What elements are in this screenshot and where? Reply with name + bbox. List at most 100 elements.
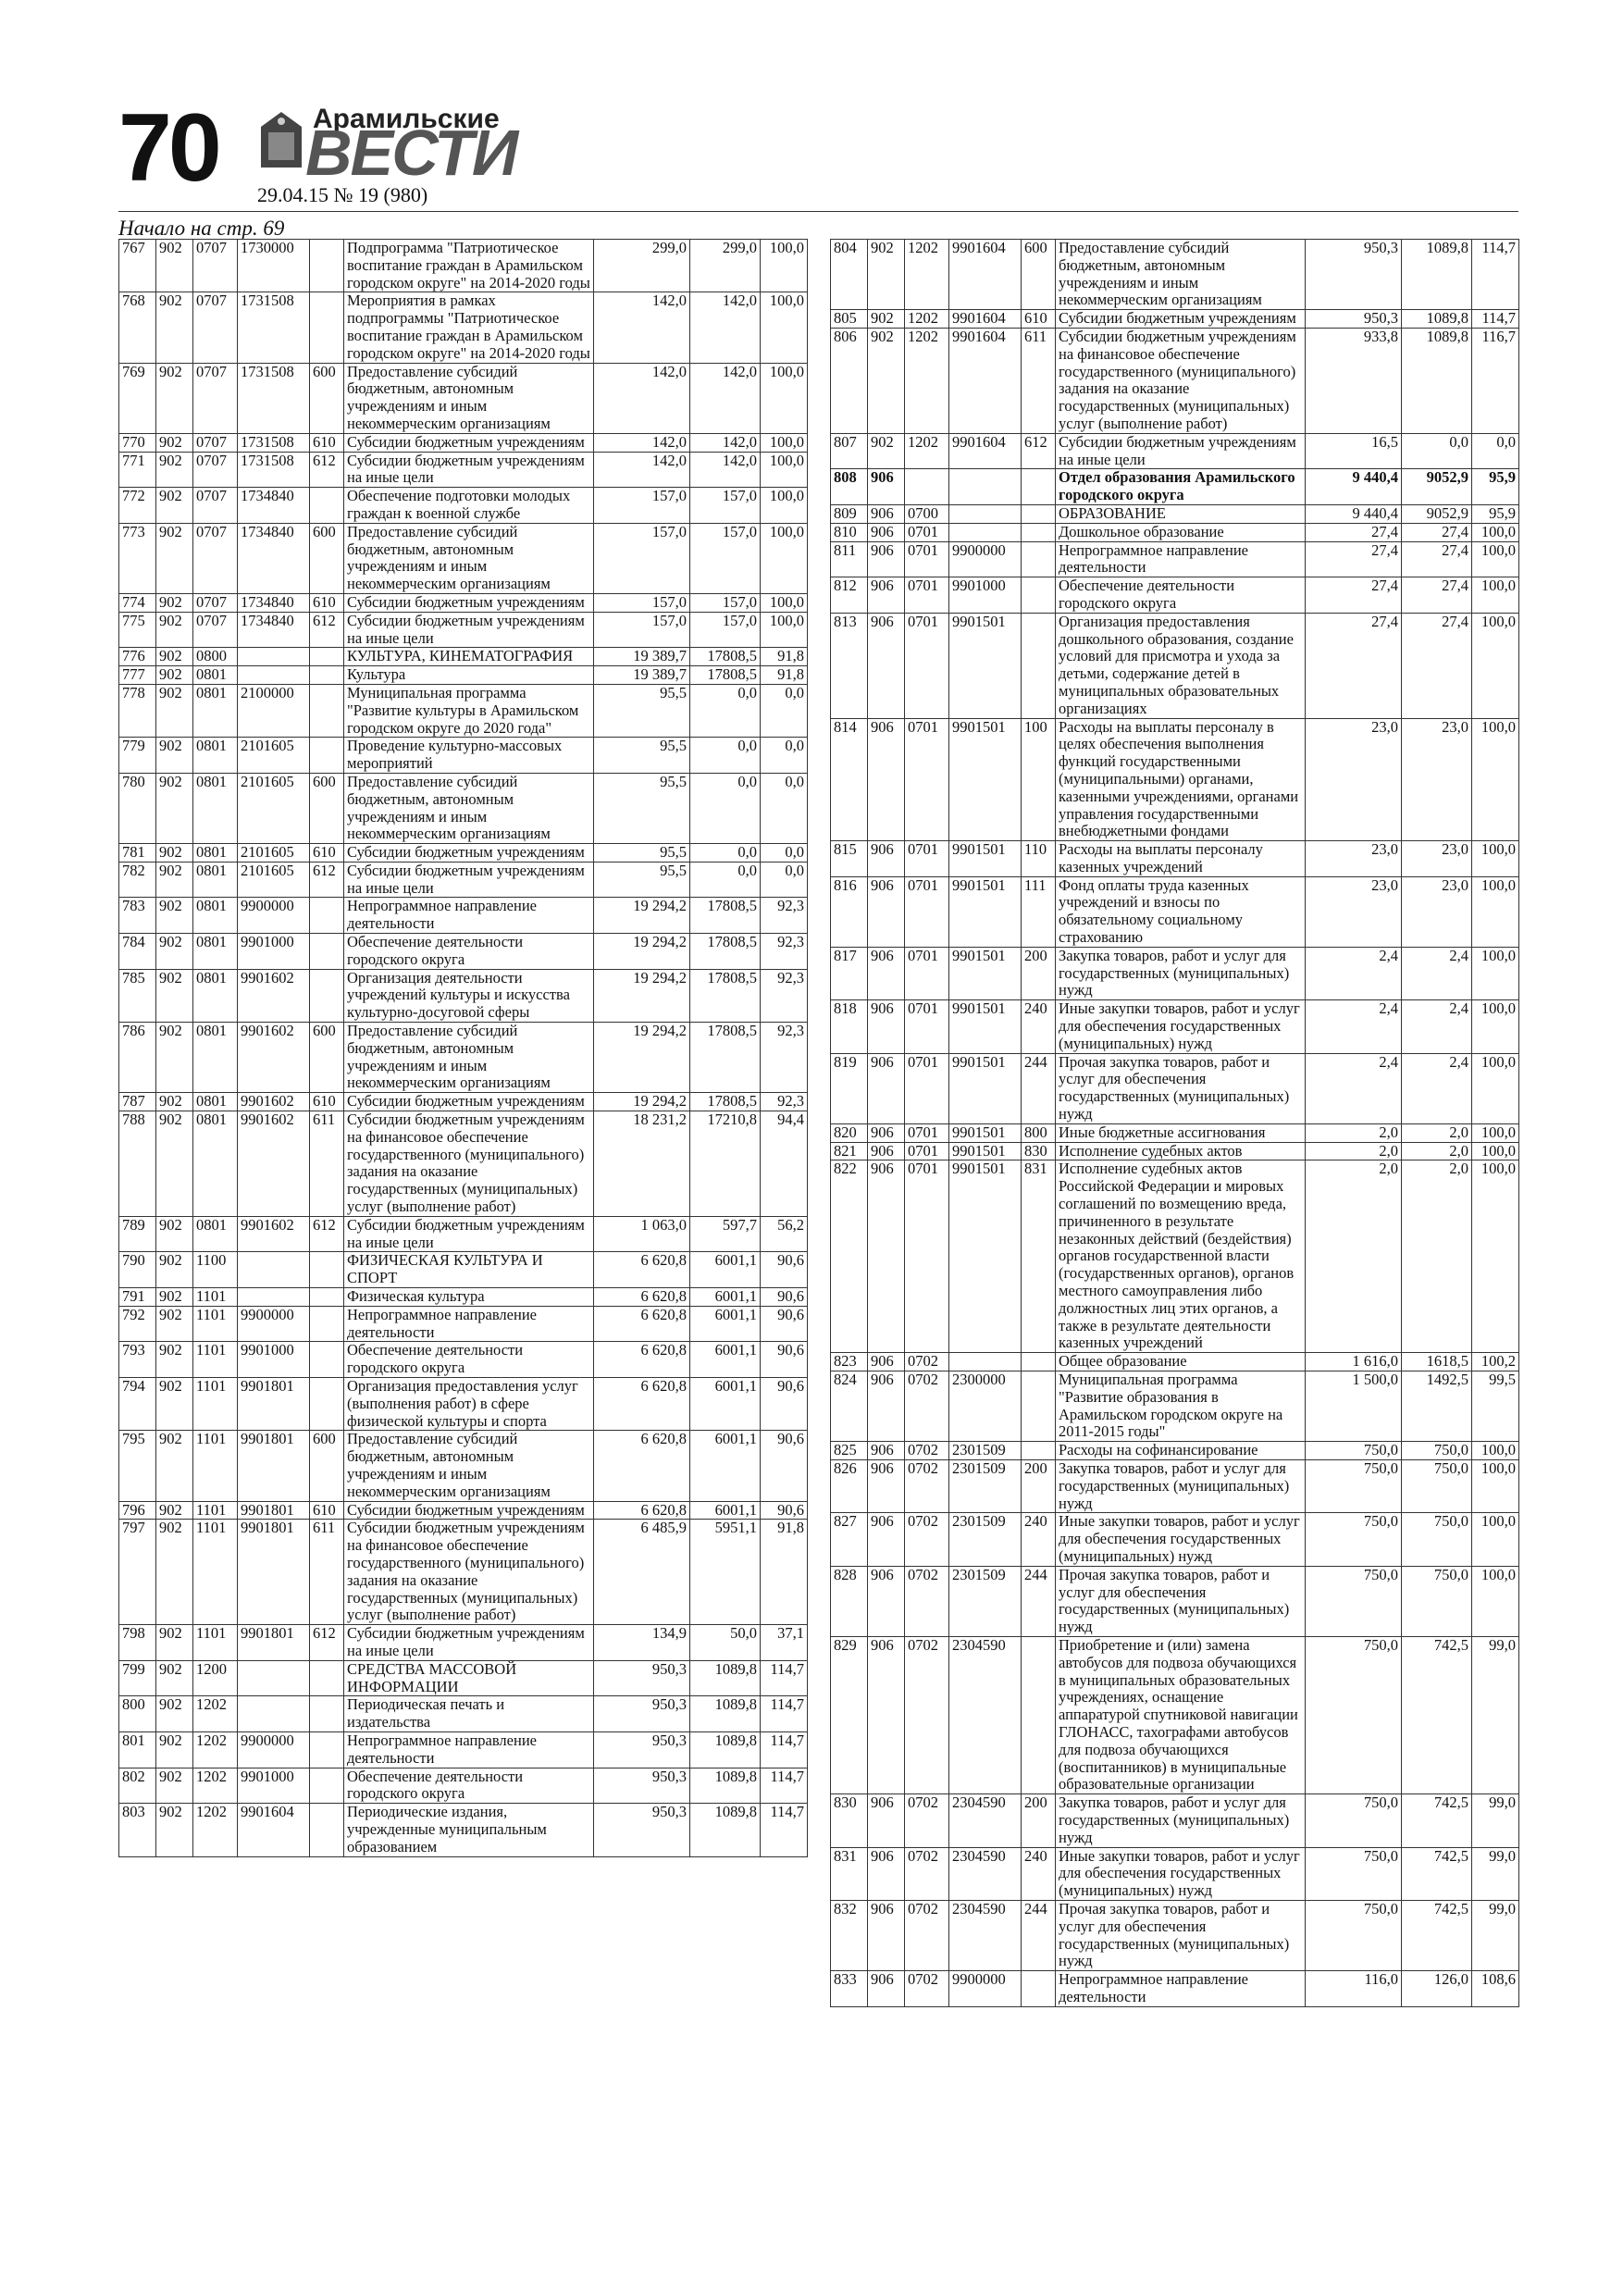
percent: 100,0 xyxy=(760,487,808,524)
target-code: 9901000 xyxy=(237,933,310,970)
percent: 108,6 xyxy=(1471,1970,1519,2007)
actual-amount: 742,5 xyxy=(1401,1846,1472,1901)
planned-amount: 19 294,2 xyxy=(593,968,690,1024)
org-code: 902 xyxy=(155,1305,193,1343)
section-code: 1101 xyxy=(192,1287,238,1307)
target-code: 9901501 xyxy=(948,1123,1022,1143)
target-code: 9900000 xyxy=(237,1305,310,1343)
actual-amount: 17808,5 xyxy=(689,647,761,667)
planned-amount: 134,9 xyxy=(593,1624,690,1661)
section-code: 1202 xyxy=(904,238,949,311)
section-code: 0701 xyxy=(904,840,949,877)
planned-amount: 750,0 xyxy=(1305,1565,1402,1637)
section-code: 1100 xyxy=(192,1251,238,1289)
percent: 100,0 xyxy=(1471,999,1519,1054)
row-number: 787 xyxy=(118,1092,156,1112)
continued-note: Начало на стр. 69 xyxy=(118,217,285,240)
type-code: 600 xyxy=(1021,238,1056,311)
row-number: 798 xyxy=(118,1624,156,1661)
target-code: 2301509 xyxy=(948,1512,1022,1567)
planned-amount: 6 620,8 xyxy=(593,1430,690,1502)
percent: 100,0 xyxy=(1471,1052,1519,1124)
actual-amount: 17808,5 xyxy=(689,665,761,685)
org-code: 906 xyxy=(867,999,905,1054)
target-code: 1734840 xyxy=(237,592,310,613)
target-code: 2101605 xyxy=(237,843,310,863)
planned-amount: 19 294,2 xyxy=(593,897,690,935)
target-code: 9901604 xyxy=(948,309,1022,329)
row-number: 767 xyxy=(118,238,156,293)
section-code: 1101 xyxy=(192,1519,238,1626)
actual-amount: 2,4 xyxy=(1401,946,1472,1001)
org-code: 902 xyxy=(155,362,193,434)
actual-amount: 2,0 xyxy=(1401,1123,1472,1143)
item-name: Мероприятия в рамках подпрограммы "Патри… xyxy=(343,292,594,364)
table-row: 819 906 0701 9901501 244 Прочая закупка товар… xyxy=(830,1052,1519,1124)
percent: 92,3 xyxy=(760,968,808,1024)
row-number: 832 xyxy=(830,1899,868,1972)
actual-amount: 6001,1 xyxy=(689,1376,761,1432)
org-code: 902 xyxy=(155,1376,193,1432)
target-code xyxy=(237,1695,310,1732)
percent: 100,0 xyxy=(1471,1141,1519,1161)
table-row: 811 906 0701 9900000 Непрограммное направлен… xyxy=(830,540,1519,578)
item-name: Непрограммное направление деятельности xyxy=(1055,540,1306,578)
actual-amount: 142,0 xyxy=(689,362,761,434)
planned-amount: 750,0 xyxy=(1305,1793,1402,1848)
section-code: 0801 xyxy=(192,665,238,685)
actual-amount: 27,4 xyxy=(1401,577,1472,614)
type-code: 612 xyxy=(309,451,344,489)
table-row: 802 902 1202 9901000 Обеспечение деятельност… xyxy=(118,1767,808,1805)
percent: 90,6 xyxy=(760,1376,808,1432)
item-name: Физическая культура xyxy=(343,1287,594,1307)
type-code: 610 xyxy=(309,843,344,863)
table-row: 798 902 1101 9901801 612 Субсидии бюджетным у… xyxy=(118,1624,808,1661)
planned-amount: 2,0 xyxy=(1305,1141,1402,1161)
table-row: 783 902 0801 9900000 Непрограммное направлен… xyxy=(118,897,808,935)
percent: 94,4 xyxy=(760,1111,808,1217)
row-number: 808 xyxy=(830,468,868,505)
actual-amount: 0,0 xyxy=(689,683,761,738)
org-code: 906 xyxy=(867,1141,905,1161)
row-number: 833 xyxy=(830,1970,868,2007)
org-code: 902 xyxy=(155,1767,193,1805)
section-code: 0701 xyxy=(904,1123,949,1143)
type-code xyxy=(1021,1441,1056,1460)
row-number: 810 xyxy=(830,522,868,542)
item-name: Приобретение и (или) замена автобусов дл… xyxy=(1055,1635,1306,1795)
item-name: Иные бюджетные ассигнования xyxy=(1055,1123,1306,1143)
actual-amount: 17808,5 xyxy=(689,1022,761,1094)
percent: 91,8 xyxy=(760,665,808,685)
target-code: 2304590 xyxy=(948,1635,1022,1795)
logo-top: Арамильские xyxy=(313,104,500,134)
row-number: 829 xyxy=(830,1635,868,1795)
logo-icon xyxy=(261,112,302,168)
actual-amount: 750,0 xyxy=(1401,1458,1472,1514)
item-name: Субсидии бюджетным учреждениям xyxy=(1055,309,1306,329)
type-code: 600 xyxy=(309,1022,344,1094)
table-row: 773 902 0707 1734840 600 Предоставление субси… xyxy=(118,522,808,594)
target-code: 9901501 xyxy=(948,1052,1022,1124)
type-code: 600 xyxy=(309,522,344,594)
target-code: 9901501 xyxy=(948,1141,1022,1161)
row-number: 797 xyxy=(118,1519,156,1626)
table-row: 804 902 1202 9901604 600 Предоставление субси… xyxy=(830,238,1519,311)
planned-amount: 157,0 xyxy=(593,592,690,613)
type-code: 610 xyxy=(309,432,344,453)
planned-amount: 950,3 xyxy=(593,1731,690,1769)
actual-amount: 17808,5 xyxy=(689,968,761,1024)
table-row: 788 902 0801 9901602 611 Субсидии бюджетным у… xyxy=(118,1111,808,1217)
planned-amount: 2,4 xyxy=(1305,1052,1402,1124)
target-code xyxy=(237,647,310,667)
planned-amount: 95,5 xyxy=(593,737,690,774)
table-row: 832 906 0702 2304590 244 Прочая закупка товар… xyxy=(830,1899,1519,1972)
table-row: 806 902 1202 9901604 611 Субсидии бюджетным у… xyxy=(830,327,1519,434)
section-code: 0707 xyxy=(192,451,238,489)
table-row: 812 906 0701 9901000 Обеспечение деятельност… xyxy=(830,577,1519,614)
actual-amount: 6001,1 xyxy=(689,1500,761,1520)
actual-amount: 1089,8 xyxy=(1401,238,1472,311)
row-number: 783 xyxy=(118,897,156,935)
table-row: 807 902 1202 9901604 612 Субсидии бюджетным у… xyxy=(830,432,1519,470)
section-code: 1101 xyxy=(192,1341,238,1378)
type-code xyxy=(309,1803,344,1857)
